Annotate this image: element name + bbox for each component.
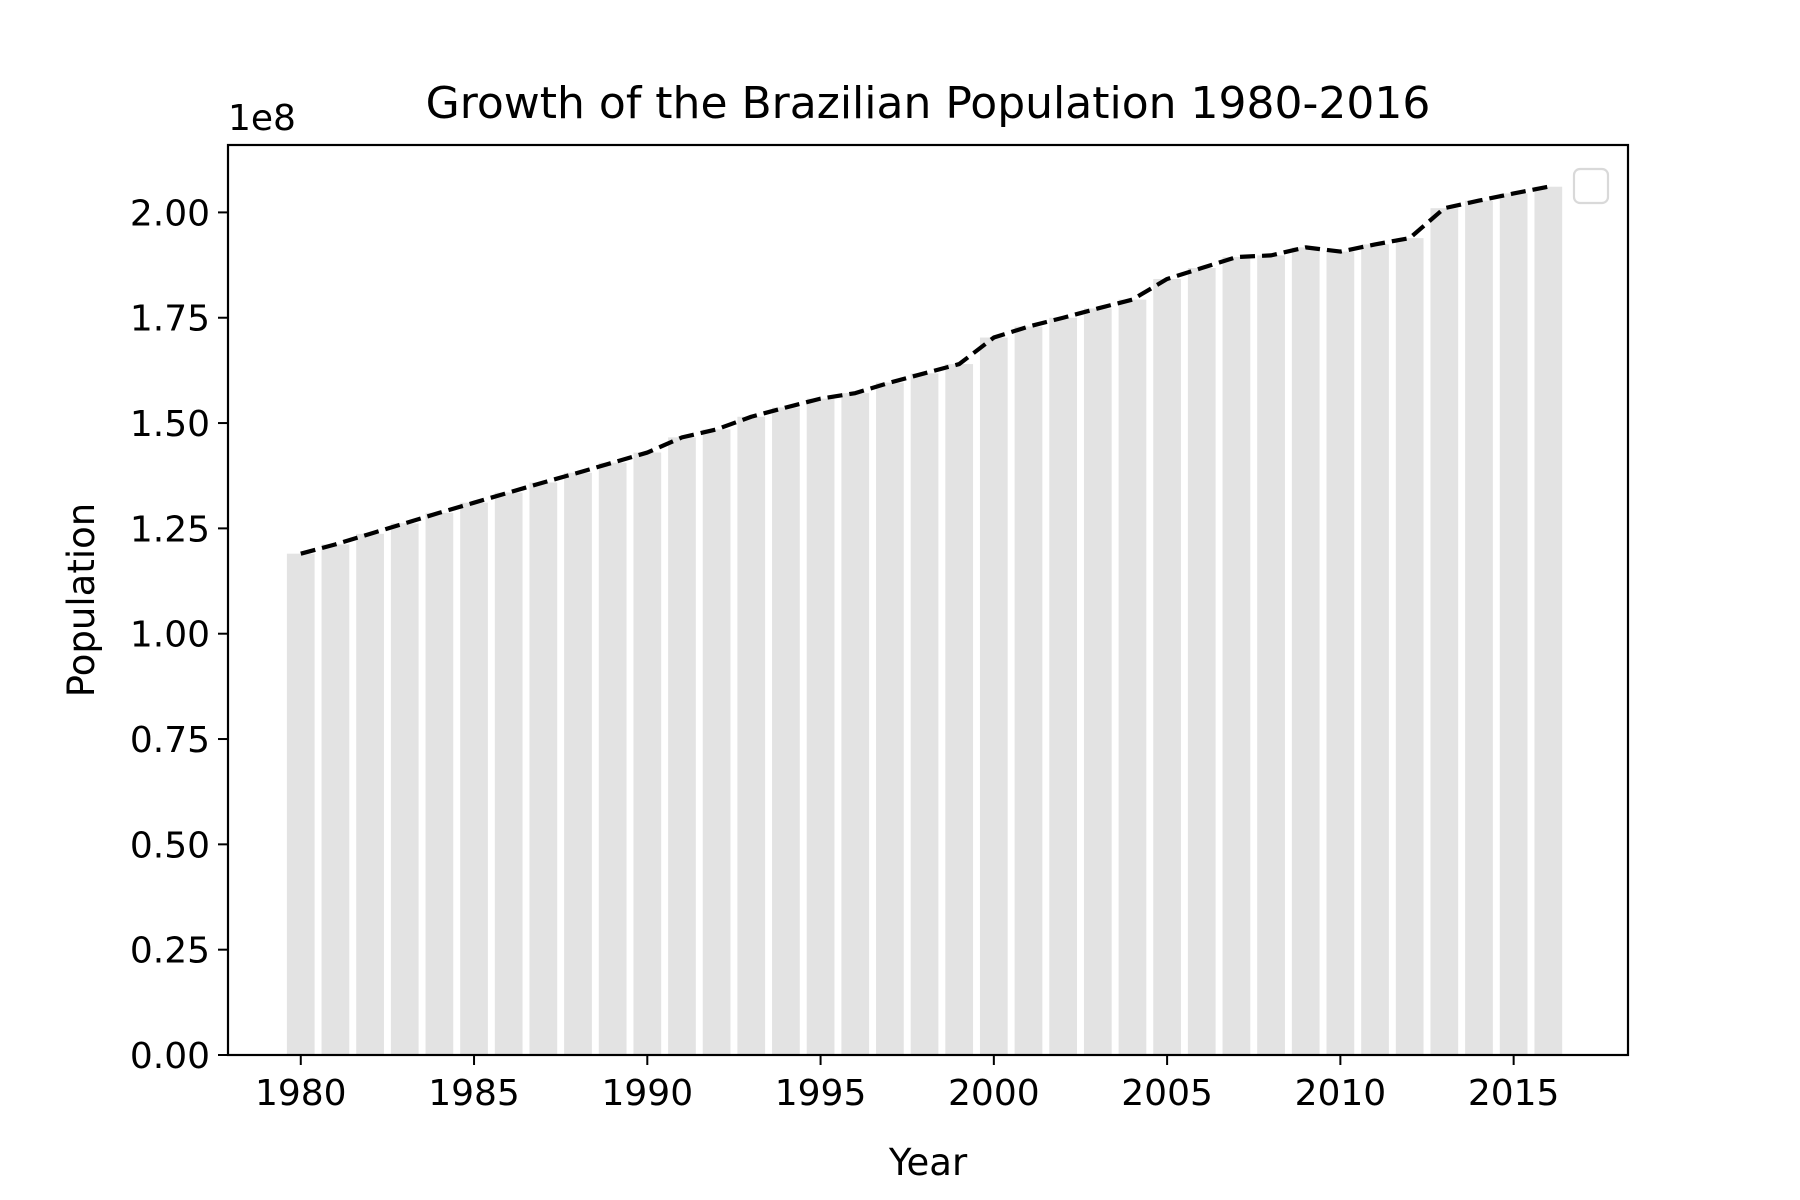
y-tick-label: 1.25 bbox=[130, 509, 210, 550]
bar-2005 bbox=[1153, 278, 1181, 1055]
y-axis-label: Population bbox=[60, 503, 103, 697]
bar-2008 bbox=[1257, 255, 1285, 1055]
y-tick-label: 0.75 bbox=[130, 720, 210, 761]
x-axis-label: Year bbox=[888, 1141, 968, 1184]
bar-1990 bbox=[633, 452, 662, 1056]
bars-layer bbox=[286, 186, 1563, 1056]
bar-1999 bbox=[945, 364, 974, 1055]
bar-2004 bbox=[1118, 299, 1147, 1056]
bar-1988 bbox=[564, 472, 592, 1055]
bar-2003 bbox=[1083, 308, 1112, 1055]
y-tick-label: 1.00 bbox=[130, 615, 210, 656]
bar-1985 bbox=[460, 502, 488, 1055]
bar-2011 bbox=[1361, 244, 1389, 1056]
bar-2006 bbox=[1187, 268, 1216, 1055]
bar-1991 bbox=[668, 437, 696, 1055]
x-tick-label: 1995 bbox=[775, 1073, 867, 1114]
bar-2001 bbox=[1014, 326, 1043, 1055]
bar-2016 bbox=[1534, 186, 1563, 1056]
x-tick-label: 1985 bbox=[428, 1073, 520, 1114]
bar-1997 bbox=[876, 382, 904, 1056]
bar-1982 bbox=[356, 533, 384, 1055]
bar-2002 bbox=[1049, 317, 1078, 1056]
y-tick-label: 0.00 bbox=[130, 1036, 210, 1077]
y-tick-label: 1.75 bbox=[130, 299, 210, 340]
bar-1992 bbox=[702, 429, 731, 1055]
y-axis-offset-label: 1e8 bbox=[228, 98, 296, 139]
x-tick-label: 1990 bbox=[601, 1073, 693, 1114]
x-tick-label: 2000 bbox=[948, 1073, 1040, 1114]
chart-title: Growth of the Brazilian Population 1980-… bbox=[426, 78, 1431, 129]
bar-1984 bbox=[425, 512, 454, 1055]
bar-1998 bbox=[910, 373, 939, 1055]
plot-frame bbox=[226, 143, 1630, 1057]
y-ticks: 0.00 0.25 0.50 0.75 1.00 1.25 1.50 1.75 2.00 bbox=[130, 193, 228, 1077]
bar-1993 bbox=[737, 416, 766, 1056]
y-tick-label: 2.00 bbox=[130, 193, 210, 234]
x-tick-label: 2015 bbox=[1468, 1073, 1560, 1114]
bar-2013 bbox=[1430, 208, 1459, 1055]
bar-1989 bbox=[598, 462, 627, 1055]
bar-2014 bbox=[1465, 200, 1493, 1056]
bar-1995 bbox=[806, 398, 835, 1055]
population-line bbox=[300, 184, 1549, 556]
bar-2009 bbox=[1291, 247, 1320, 1055]
bar-2000 bbox=[979, 337, 1008, 1055]
x-ticks: 1980 1985 1990 1995 2000 2005 2010 2015 bbox=[255, 1055, 1559, 1114]
bar-1996 bbox=[841, 393, 870, 1055]
x-tick-label: 2010 bbox=[1295, 1073, 1387, 1114]
bar-1980 bbox=[286, 553, 315, 1055]
bar-1983 bbox=[390, 523, 419, 1055]
bar-2010 bbox=[1326, 251, 1355, 1056]
line-layer bbox=[300, 184, 1549, 556]
y-tick-label: 0.25 bbox=[130, 931, 210, 972]
x-tick-label: 1980 bbox=[255, 1073, 347, 1114]
y-tick-label: 1.50 bbox=[130, 404, 210, 445]
x-tick-label: 2005 bbox=[1121, 1073, 1213, 1114]
bar-1987 bbox=[529, 482, 558, 1055]
bar-1994 bbox=[772, 407, 800, 1055]
y-tick-label: 0.50 bbox=[130, 825, 210, 866]
bar-2007 bbox=[1222, 257, 1251, 1055]
legend-box bbox=[1572, 167, 1610, 205]
bar-2012 bbox=[1395, 238, 1424, 1056]
bar-2015 bbox=[1499, 193, 1528, 1055]
bar-1981 bbox=[321, 544, 350, 1055]
bar-1986 bbox=[494, 492, 523, 1055]
